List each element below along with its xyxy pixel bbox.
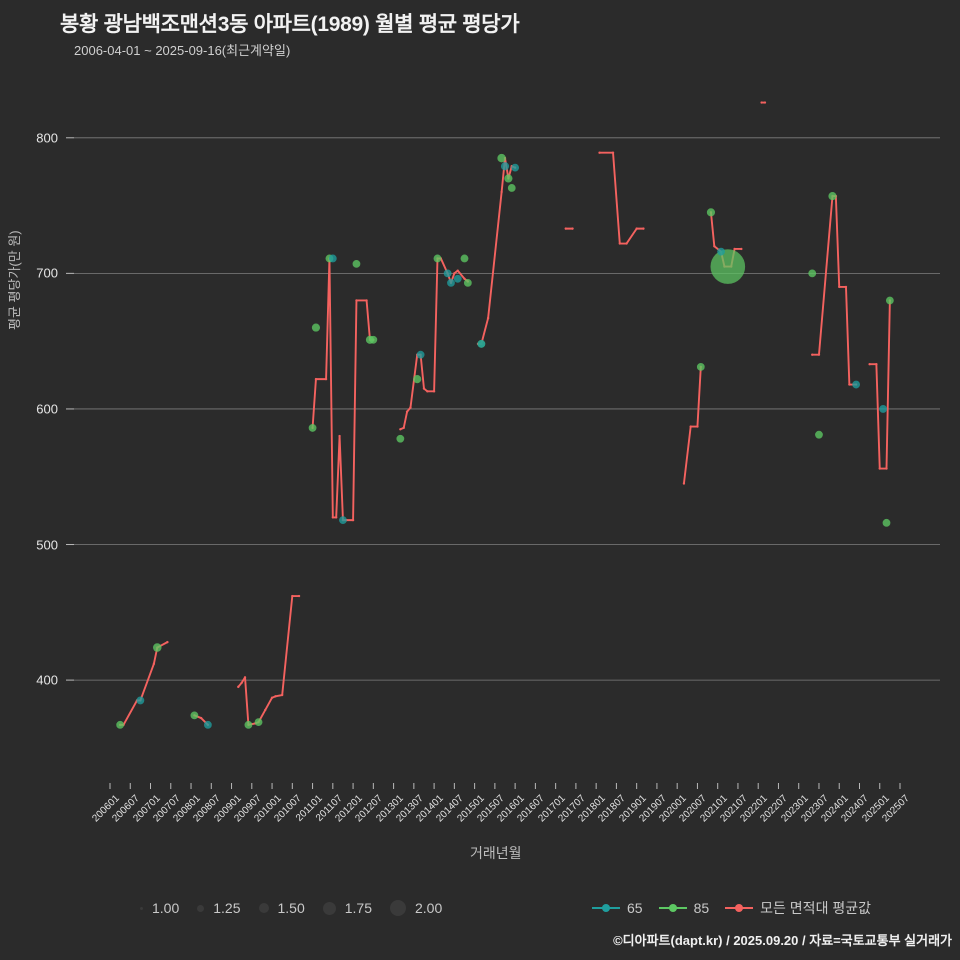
legend-size-label: 2.00 <box>415 900 443 916</box>
legend-series-item[interactable]: 모든 면적대 평균값 <box>725 898 871 918</box>
y-tick-label: 500 <box>36 537 58 553</box>
legend-size-dot-icon <box>140 906 143 910</box>
legend-series-marker-icon <box>658 901 687 915</box>
legend-size-label: 1.25 <box>213 900 241 916</box>
legend-size-scale: 1.00 1.25 1.50 1.75 2.00 <box>140 893 460 923</box>
y-tick-label: 600 <box>36 401 58 417</box>
legend-series-label: 65 <box>627 900 643 916</box>
legend-size-item: 2.00 <box>390 900 460 916</box>
y-tick-label: 400 <box>36 672 58 688</box>
legend-size-label: 1.00 <box>152 900 180 916</box>
legend-size-label: 1.50 <box>277 900 305 916</box>
chart-title: 봉황 광남백조맨션3동 아파트(1989) 월별 평균 평당가 <box>60 13 520 36</box>
legend-series-marker-icon <box>725 901 754 915</box>
legend-series: 65 85 모든 면적대 평균값 <box>592 893 887 923</box>
legend-size-item: 1.75 <box>322 900 390 916</box>
legend-size-dot-icon <box>258 903 269 913</box>
legend-series-marker-icon <box>592 901 620 915</box>
chart-subtitle: 2006-04-01 ~ 2025-09-16(최근계약일) <box>74 43 291 58</box>
y-tick-label: 800 <box>36 130 58 146</box>
legend-size-dot-icon <box>390 900 406 916</box>
legend-series-label: 모든 면적대 평균값 <box>760 900 871 916</box>
legend-series-item[interactable]: 65 <box>592 900 643 916</box>
legend-series-label: 85 <box>693 900 710 916</box>
legend-size-item: 1.25 <box>197 900 258 916</box>
legend-size-label: 1.75 <box>344 900 372 916</box>
y-tick-label: 700 <box>36 265 58 281</box>
legend-size-dot-icon <box>322 901 336 915</box>
footer-credit: ©디아파트(dapt.kr) / 2025.09.20 / 자료=국토교통부 실… <box>613 933 952 948</box>
legend-series-item[interactable]: 85 <box>658 900 710 916</box>
legend-size-item: 1.00 <box>140 900 197 916</box>
x-axis-label: 거래년월 <box>470 845 522 861</box>
legend-size-item: 1.50 <box>258 900 323 916</box>
legend-size-dot-icon <box>197 904 205 912</box>
